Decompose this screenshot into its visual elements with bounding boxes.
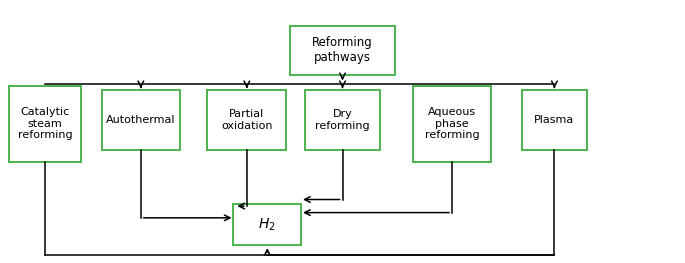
FancyBboxPatch shape (522, 90, 587, 150)
FancyBboxPatch shape (9, 86, 81, 161)
FancyBboxPatch shape (233, 204, 301, 245)
Text: Reforming
pathways: Reforming pathways (312, 36, 373, 64)
FancyBboxPatch shape (412, 86, 491, 161)
Text: $H_2$: $H_2$ (258, 216, 276, 232)
FancyBboxPatch shape (305, 90, 380, 150)
Text: Aqueous
phase
reforming: Aqueous phase reforming (425, 107, 479, 140)
FancyBboxPatch shape (208, 90, 286, 150)
Text: Catalytic
steam
reforming: Catalytic steam reforming (18, 107, 73, 140)
FancyBboxPatch shape (290, 26, 395, 75)
FancyBboxPatch shape (101, 90, 180, 150)
Text: Autothermal: Autothermal (106, 115, 175, 125)
Text: Partial
oxidation: Partial oxidation (221, 109, 273, 130)
Text: Plasma: Plasma (534, 115, 575, 125)
Text: Dry
reforming: Dry reforming (315, 109, 370, 130)
